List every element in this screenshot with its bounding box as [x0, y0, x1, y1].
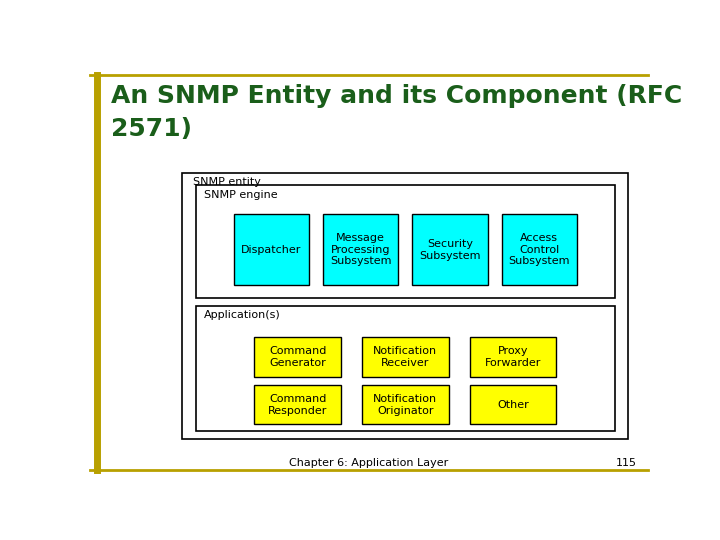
FancyBboxPatch shape	[469, 385, 557, 424]
Text: Command
Generator: Command Generator	[269, 346, 326, 368]
Text: An SNMP Entity and its Component (RFC: An SNMP Entity and its Component (RFC	[111, 84, 683, 107]
FancyBboxPatch shape	[196, 185, 615, 298]
FancyBboxPatch shape	[196, 306, 615, 431]
FancyBboxPatch shape	[182, 173, 629, 439]
FancyBboxPatch shape	[362, 385, 449, 424]
Text: Message
Processing
Subsystem: Message Processing Subsystem	[330, 233, 392, 266]
Text: Security
Subsystem: Security Subsystem	[419, 239, 481, 261]
Text: Dispatcher: Dispatcher	[241, 245, 302, 255]
FancyBboxPatch shape	[254, 385, 341, 424]
FancyBboxPatch shape	[413, 214, 487, 285]
Text: Chapter 6: Application Layer: Chapter 6: Application Layer	[289, 458, 449, 468]
FancyBboxPatch shape	[502, 214, 577, 285]
Text: SNMP engine: SNMP engine	[204, 190, 278, 200]
FancyBboxPatch shape	[234, 214, 309, 285]
Text: 115: 115	[616, 458, 637, 468]
Text: Command
Responder: Command Responder	[268, 394, 328, 415]
Text: Notification
Originator: Notification Originator	[373, 394, 437, 415]
Text: Proxy
Forwarder: Proxy Forwarder	[485, 346, 541, 368]
Text: Notification
Receiver: Notification Receiver	[373, 346, 437, 368]
FancyBboxPatch shape	[323, 214, 398, 285]
Text: SNMP entity: SNMP entity	[193, 177, 261, 187]
Text: 2571): 2571)	[111, 117, 192, 141]
FancyBboxPatch shape	[254, 337, 341, 377]
Text: Other: Other	[497, 400, 528, 410]
Text: Access
Control
Subsystem: Access Control Subsystem	[508, 233, 570, 266]
FancyBboxPatch shape	[362, 337, 449, 377]
Text: Application(s): Application(s)	[204, 310, 281, 320]
FancyBboxPatch shape	[469, 337, 557, 377]
